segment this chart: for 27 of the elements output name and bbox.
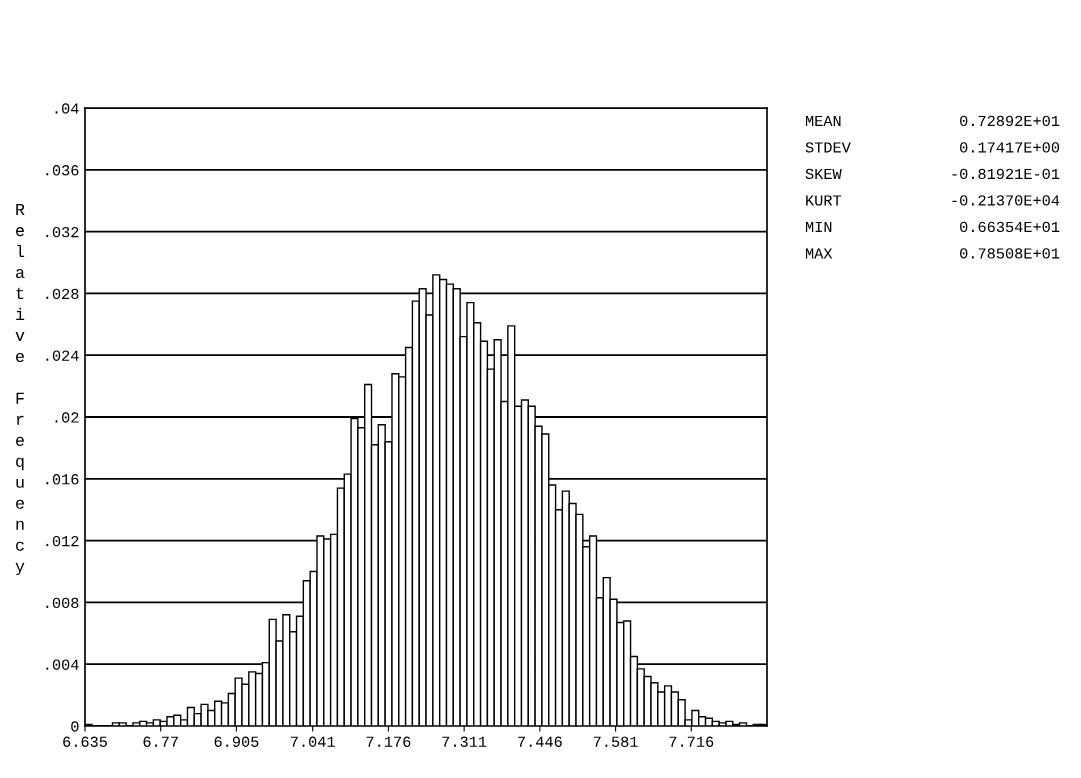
x-tick-label: 7.581 — [593, 736, 638, 747]
x-tick-label: 7.311 — [442, 736, 487, 747]
x-tick-label: 7.176 — [366, 736, 411, 747]
y-tick-label: .004 — [46, 659, 79, 670]
text: STDEV 0.17417E+00 — [805, 142, 1060, 153]
y-tick-label: .024 — [46, 350, 79, 361]
text: MEAN 0.72892E+01 — [805, 115, 1060, 127]
x-tick-label: 7.446 — [518, 736, 562, 747]
y-tick-label: .04 — [55, 103, 79, 114]
x-tick-label: 7.716 — [669, 736, 714, 747]
text: KURT -0.21370E+04 — [806, 195, 1060, 206]
x-tick-label: 7.041 — [290, 736, 335, 747]
text: MIN 0.66354E+01 — [805, 221, 1060, 233]
x-tick-label: 6.905 — [214, 736, 259, 747]
y-tick-label: .02 — [55, 412, 79, 423]
text: MAX 0.78508E+01 — [805, 248, 1060, 259]
y-tick-label: 0 — [71, 721, 79, 732]
y-tick-label: .036 — [46, 165, 79, 176]
text: SKEW -0.81921E-01 — [805, 168, 1060, 180]
text: Relative Frequency — [15, 204, 25, 576]
y-tick-label: .028 — [46, 288, 79, 300]
y-tick-label: .032 — [46, 226, 79, 238]
y-tick-label: .016 — [46, 474, 79, 485]
y-tick-label: .008 — [46, 597, 79, 609]
x-tick-label: 6.77 — [143, 736, 178, 747]
x-tick-label: 6.635 — [63, 736, 107, 747]
y-tick-label: .012 — [46, 535, 79, 547]
